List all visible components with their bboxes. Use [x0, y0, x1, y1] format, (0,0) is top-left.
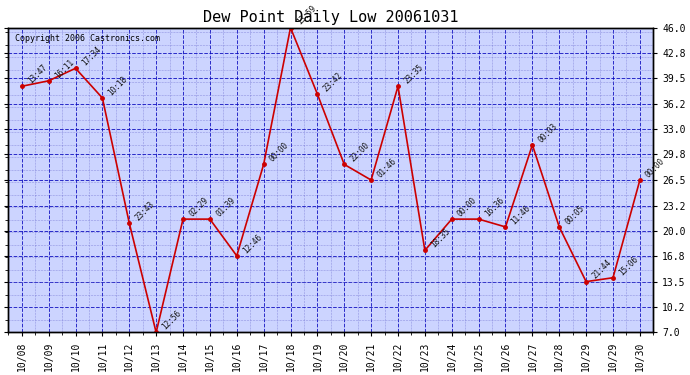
Text: 10:18: 10:18 — [106, 75, 129, 97]
Text: 23:35: 23:35 — [402, 63, 425, 86]
Text: 13:47: 13:47 — [26, 63, 49, 86]
Text: 12:46: 12:46 — [241, 232, 264, 255]
Text: 00:00: 00:00 — [268, 141, 290, 164]
Text: 11:46: 11:46 — [510, 204, 533, 226]
Text: 00:00: 00:00 — [644, 156, 667, 179]
Text: 01:39: 01:39 — [214, 196, 237, 218]
Text: Copyright 2006 Castronics.com: Copyright 2006 Castronics.com — [14, 34, 160, 43]
Title: Dew Point Daily Low 20061031: Dew Point Daily Low 20061031 — [203, 10, 459, 25]
Text: 21:44: 21:44 — [590, 258, 613, 281]
Text: 16:36: 16:36 — [483, 196, 506, 218]
Text: 16:11: 16:11 — [53, 57, 75, 80]
Text: 02:29: 02:29 — [187, 196, 210, 218]
Text: 17:34: 17:34 — [79, 45, 102, 68]
Text: 00:03: 00:03 — [537, 122, 560, 144]
Text: 12:56: 12:56 — [160, 309, 183, 332]
Text: 00:00: 00:00 — [456, 196, 479, 218]
Text: 13:59: 13:59 — [295, 4, 317, 27]
Text: 22:00: 22:00 — [348, 141, 371, 164]
Text: 23:42: 23:42 — [322, 70, 344, 93]
Text: 01:46: 01:46 — [375, 156, 398, 179]
Text: 15:06: 15:06 — [617, 254, 640, 277]
Text: 23:43: 23:43 — [133, 200, 156, 222]
Text: 18:35: 18:35 — [429, 227, 452, 250]
Text: 00:05: 00:05 — [564, 204, 586, 226]
